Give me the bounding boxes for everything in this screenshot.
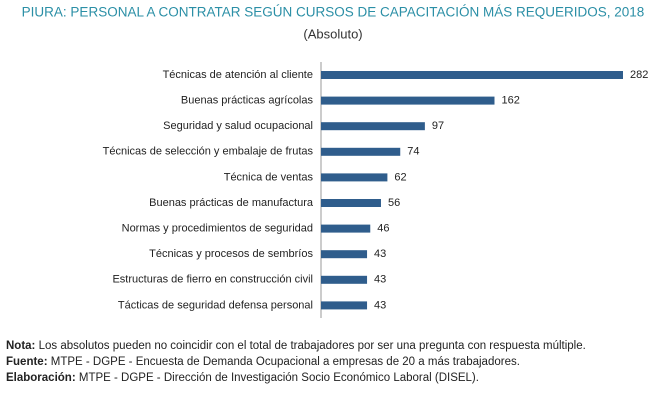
note-label: Elaboración: [6,372,76,384]
value-label: 43 [374,274,386,286]
category-label: Técnica de ventas [224,171,314,183]
value-label: 46 [377,223,389,235]
value-label: 97 [432,120,444,132]
category-label: Tácticas de seguridad defensa personal [118,299,313,311]
bar [321,122,425,131]
bar [321,275,368,284]
value-label: 43 [374,299,386,311]
category-label: Buenas prácticas agrícolas [181,95,314,107]
bar [321,250,368,259]
note: Nota: Los absolutos pueden no coincidir … [6,338,656,354]
value-label: 56 [388,197,400,209]
category-label: Técnicas de selección y embalaje de frut… [103,146,314,158]
value-label: 162 [501,95,519,107]
note-text: MTPE - DGPE - Dirección de Investigación… [78,372,479,384]
chart-title: PIURA: PERSONAL A CONTRATAR SEGÚN CURSOS… [22,5,645,20]
note: Elaboración: MTPE - DGPE - Dirección de … [6,370,656,386]
value-label: 43 [374,248,386,260]
value-label: 62 [394,171,406,183]
value-label: 74 [407,146,419,158]
bar [321,96,495,105]
bar [321,173,388,182]
bar [321,224,371,233]
note-label: Nota: [6,340,36,352]
bar [321,71,623,79]
chart-subtitle: (Absoluto) [303,26,362,41]
chart: PIURA: PERSONAL A CONTRATAR SEGÚN CURSOS… [22,5,648,318]
value-label: 282 [630,69,648,81]
category-label: Técnicas de atención al cliente [163,69,313,81]
category-label: Normas y procedimientos de seguridad [122,223,313,235]
note-text: MTPE - DGPE - Encuesta de Demanda Ocupac… [50,356,520,368]
bar [321,199,381,207]
note-text: Los absolutos pueden no coincidir con el… [38,340,586,352]
category-label: Buenas prácticas de manufactura [149,197,314,209]
category-label: Seguridad y salud ocupacional [163,120,313,132]
bar [321,301,368,310]
note-label: Fuente: [6,356,48,368]
notes: Nota: Los absolutos pueden no coincidir … [6,338,656,386]
note: Fuente: MTPE - DGPE - Encuesta de Demand… [6,354,656,370]
category-label: Estructuras de fierro en construcción ci… [112,274,313,286]
category-label: Técnicas y procesos de sembríos [149,248,313,260]
bar [321,147,401,156]
